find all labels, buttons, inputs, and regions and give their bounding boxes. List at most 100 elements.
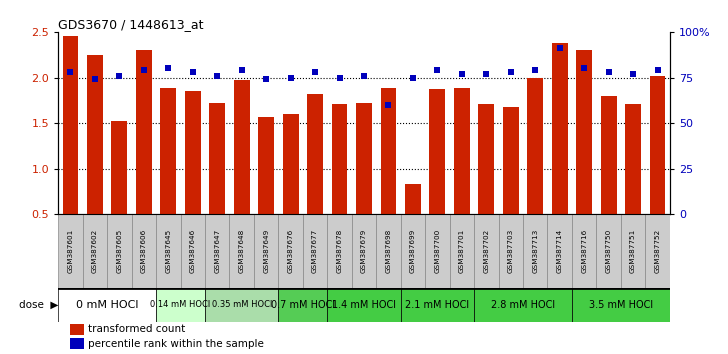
Point bbox=[65, 69, 76, 75]
Bar bbox=[474, 287, 572, 322]
Bar bbox=[523, 215, 547, 287]
Bar bbox=[205, 215, 229, 287]
Point bbox=[578, 65, 590, 71]
Point bbox=[407, 75, 419, 80]
Point bbox=[529, 67, 541, 73]
Bar bbox=[400, 215, 425, 287]
Bar bbox=[307, 94, 323, 215]
Text: GSM387701: GSM387701 bbox=[459, 229, 465, 273]
Point bbox=[383, 102, 395, 108]
Bar bbox=[278, 215, 303, 287]
Bar bbox=[474, 215, 499, 287]
Bar bbox=[547, 215, 572, 287]
Bar bbox=[478, 104, 494, 215]
Bar bbox=[499, 215, 523, 287]
Text: GSM387700: GSM387700 bbox=[435, 229, 440, 273]
Text: GSM387716: GSM387716 bbox=[581, 229, 587, 273]
Bar bbox=[328, 287, 400, 322]
Text: GSM387703: GSM387703 bbox=[507, 229, 514, 273]
Bar bbox=[572, 215, 596, 287]
Text: 0.7 mM HOCl: 0.7 mM HOCl bbox=[271, 300, 335, 310]
Text: GSM387602: GSM387602 bbox=[92, 229, 98, 273]
Bar bbox=[503, 107, 519, 215]
Bar bbox=[621, 215, 645, 287]
Text: GSM387751: GSM387751 bbox=[630, 229, 636, 273]
Bar bbox=[185, 91, 201, 215]
Bar bbox=[576, 50, 592, 215]
Bar bbox=[376, 215, 400, 287]
Bar bbox=[278, 287, 328, 322]
Bar bbox=[205, 287, 278, 322]
Bar bbox=[58, 215, 83, 287]
Bar bbox=[454, 88, 470, 215]
Text: GSM387676: GSM387676 bbox=[288, 229, 293, 273]
Point bbox=[261, 76, 272, 82]
Bar bbox=[58, 287, 156, 322]
Point bbox=[333, 75, 345, 80]
Point bbox=[432, 67, 443, 73]
Bar bbox=[63, 36, 79, 215]
Text: percentile rank within the sample: percentile rank within the sample bbox=[87, 339, 264, 349]
Bar bbox=[136, 50, 152, 215]
Bar bbox=[356, 103, 372, 215]
Bar bbox=[71, 324, 84, 335]
Point bbox=[114, 73, 125, 79]
Text: GSM387645: GSM387645 bbox=[165, 229, 171, 273]
Bar bbox=[234, 80, 250, 215]
Point bbox=[285, 75, 296, 80]
Point bbox=[211, 73, 223, 79]
Bar bbox=[229, 215, 254, 287]
Text: GSM387679: GSM387679 bbox=[361, 229, 367, 273]
Text: GSM387714: GSM387714 bbox=[557, 229, 563, 273]
Text: GSM387678: GSM387678 bbox=[336, 229, 343, 273]
Bar bbox=[156, 215, 181, 287]
Point bbox=[456, 71, 467, 77]
Bar bbox=[107, 215, 132, 287]
Point bbox=[505, 69, 517, 75]
Bar bbox=[303, 215, 328, 287]
Text: GSM387702: GSM387702 bbox=[483, 229, 489, 273]
Bar bbox=[552, 43, 568, 215]
Point bbox=[554, 45, 566, 51]
Point bbox=[162, 65, 174, 71]
Bar bbox=[111, 121, 127, 215]
Text: 2.8 mM HOCl: 2.8 mM HOCl bbox=[491, 300, 555, 310]
Point bbox=[187, 69, 199, 75]
Point bbox=[652, 67, 663, 73]
Point bbox=[603, 69, 614, 75]
Text: 3.5 mM HOCl: 3.5 mM HOCl bbox=[589, 300, 653, 310]
Text: 1.4 mM HOCl: 1.4 mM HOCl bbox=[332, 300, 396, 310]
Bar bbox=[596, 215, 621, 287]
Text: GSM387713: GSM387713 bbox=[532, 229, 538, 273]
Point bbox=[358, 73, 370, 79]
Point bbox=[480, 71, 492, 77]
Bar bbox=[328, 215, 352, 287]
Point bbox=[89, 76, 100, 82]
Bar bbox=[405, 184, 421, 215]
Text: 0.35 mM HOCl: 0.35 mM HOCl bbox=[212, 300, 272, 309]
Text: GSM387698: GSM387698 bbox=[385, 229, 392, 273]
Bar bbox=[527, 78, 543, 215]
Bar bbox=[649, 76, 665, 215]
Text: transformed count: transformed count bbox=[87, 324, 185, 335]
Text: 0.14 mM HOCl: 0.14 mM HOCl bbox=[151, 300, 210, 309]
Bar bbox=[132, 215, 156, 287]
Text: dose  ▶: dose ▶ bbox=[19, 300, 58, 310]
Bar bbox=[83, 215, 107, 287]
Bar bbox=[425, 215, 450, 287]
Bar bbox=[572, 287, 670, 322]
Bar bbox=[282, 114, 298, 215]
Bar bbox=[601, 96, 617, 215]
Text: GSM387699: GSM387699 bbox=[410, 229, 416, 273]
Text: 2.1 mM HOCl: 2.1 mM HOCl bbox=[405, 300, 470, 310]
Text: GSM387648: GSM387648 bbox=[239, 229, 245, 273]
Bar bbox=[430, 90, 446, 215]
Bar bbox=[625, 104, 641, 215]
Text: GDS3670 / 1448613_at: GDS3670 / 1448613_at bbox=[58, 18, 204, 31]
Bar bbox=[381, 88, 397, 215]
Bar bbox=[209, 103, 225, 215]
Bar bbox=[400, 287, 474, 322]
Text: GSM387677: GSM387677 bbox=[312, 229, 318, 273]
Point bbox=[138, 67, 150, 73]
Text: GSM387752: GSM387752 bbox=[654, 229, 660, 273]
